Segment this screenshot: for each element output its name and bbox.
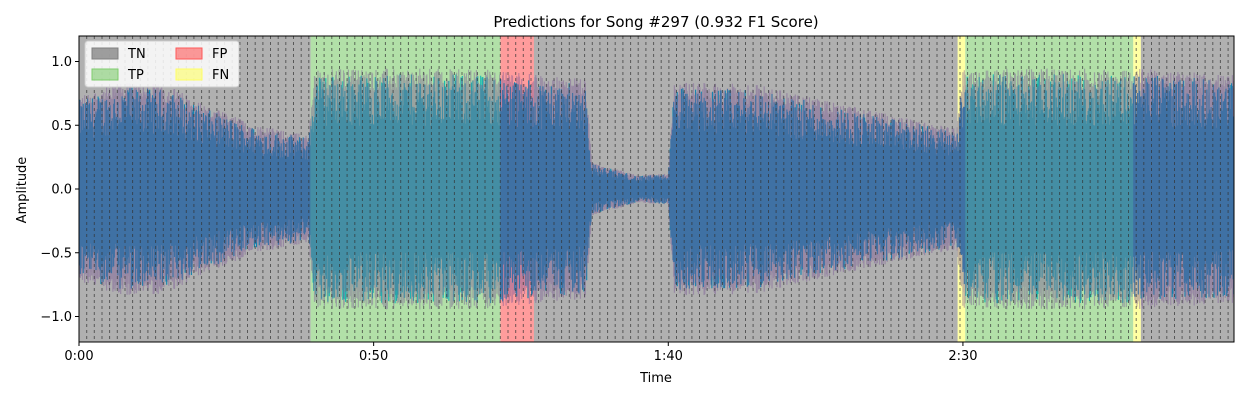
legend-label-tp: TP bbox=[127, 68, 144, 83]
y-tick-label-2: 0.0 bbox=[51, 183, 72, 198]
legend-label-tn: TN bbox=[127, 47, 146, 62]
y-tick-label-1: −0.5 bbox=[40, 246, 72, 261]
y-tick-label-3: 0.5 bbox=[51, 119, 72, 134]
legend-swatch-fp bbox=[175, 47, 203, 60]
x-axis-label: Time bbox=[639, 371, 672, 386]
legend-swatch-tn bbox=[91, 47, 119, 60]
y-tick-label-4: 1.0 bbox=[51, 55, 72, 70]
axes: 0:00 0:50 1:40 2:30 −1.0 −0.5 0.0 0.5 1.0 bbox=[40, 35, 1235, 364]
legend: TN TP FP FN bbox=[84, 40, 240, 88]
legend-swatch-fn bbox=[175, 68, 203, 81]
y-axis-label: Amplitude bbox=[15, 157, 30, 224]
plot-area bbox=[79, 36, 1234, 342]
x-tick-label-0: 0:00 bbox=[64, 349, 93, 364]
legend-label-fn: FN bbox=[212, 68, 229, 83]
x-tick-label-2: 1:40 bbox=[654, 349, 683, 364]
legend-swatch-tp bbox=[91, 68, 119, 81]
chart-title: Predictions for Song #297 (0.932 F1 Scor… bbox=[493, 13, 818, 31]
x-tick-label-1: 0:50 bbox=[359, 349, 388, 364]
y-tick-label-0: −1.0 bbox=[40, 310, 72, 325]
beat-lines bbox=[86, 36, 1229, 342]
x-tick-label-3: 2:30 bbox=[948, 349, 977, 364]
legend-label-fp: FP bbox=[212, 47, 227, 62]
